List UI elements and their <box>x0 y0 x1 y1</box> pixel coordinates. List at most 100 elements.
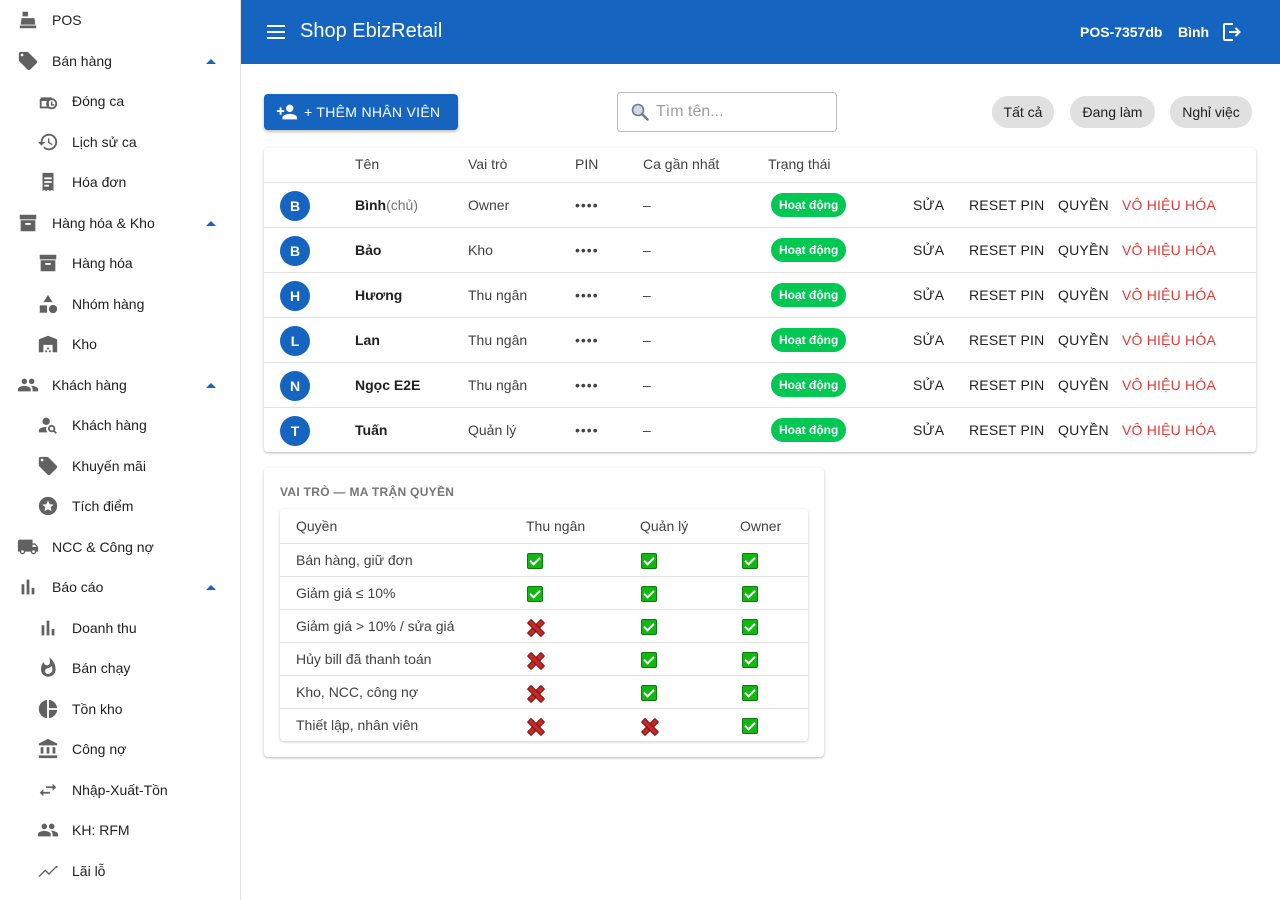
filter-chip-resigned[interactable]: Nghỉ việc <box>1170 96 1252 128</box>
sidebar: POS Bán hàng Đóng ca Lịch sử ca Hóa đơn Hàng … <box>0 0 241 900</box>
reset-pin-button[interactable]: RESET PIN <box>969 287 1045 303</box>
sidebar-item[interactable]: KH: RFM <box>0 810 240 850</box>
sidebar-item-label: Tồn kho <box>72 701 123 717</box>
person-add-icon <box>276 101 298 123</box>
people-icon <box>16 373 40 397</box>
owner-tag: (chủ) <box>386 197 419 213</box>
sidebar-item[interactable]: Khách hàng <box>0 365 240 405</box>
sidebar-item[interactable]: Công nợ <box>0 729 240 769</box>
edit-button[interactable]: SỬA <box>913 377 945 393</box>
sidebar-item[interactable]: Hàng hóa & Kho <box>0 203 240 243</box>
search-field[interactable] <box>617 92 837 132</box>
sidebar-item[interactable]: POS <box>0 0 240 40</box>
caret-up-icon[interactable] <box>206 382 216 388</box>
permissions-button[interactable]: QUYỀN <box>1058 422 1109 438</box>
permission-row: Bán hàng, giữ đơn <box>280 543 808 576</box>
employee-pin: •••• <box>575 332 599 348</box>
sidebar-item[interactable]: Nhóm hàng <box>0 284 240 324</box>
permissions-button[interactable]: QUYỀN <box>1058 332 1109 348</box>
caret-up-icon[interactable] <box>206 58 216 64</box>
cross-mark-icon <box>527 619 543 635</box>
avatar: L <box>280 326 310 356</box>
permissions-button[interactable]: QUYỀN <box>1058 242 1109 258</box>
reset-pin-button[interactable]: RESET PIN <box>969 197 1045 213</box>
disable-button[interactable]: VÔ HIỆU HÓA <box>1122 197 1216 213</box>
check-mark-icon <box>742 553 758 569</box>
filter-chip-all[interactable]: Tất cả <box>992 96 1054 128</box>
permission-row: Giảm giá ≤ 10% <box>280 576 808 609</box>
permission-label: Kho, NCC, công nợ <box>296 684 419 700</box>
column-header-pin: PIN <box>575 156 599 172</box>
reset-pin-button[interactable]: RESET PIN <box>969 242 1045 258</box>
caret-up-icon[interactable] <box>206 584 216 590</box>
warehouse-icon <box>36 332 60 356</box>
add-employee-button[interactable]: + THÊM NHÂN VIÊN <box>264 94 458 130</box>
disable-button[interactable]: VÔ HIỆU HÓA <box>1122 332 1216 348</box>
sidebar-item[interactable]: Lãi lỗ <box>0 851 240 891</box>
reset-pin-button[interactable]: RESET PIN <box>969 422 1045 438</box>
sidebar-item[interactable]: Đóng ca <box>0 81 240 121</box>
sidebar-item[interactable]: Tồn kho <box>0 689 240 729</box>
check-mark-icon <box>641 652 657 668</box>
person-search-icon <box>36 413 60 437</box>
disable-button[interactable]: VÔ HIỆU HÓA <box>1122 422 1216 438</box>
permissions-button[interactable]: QUYỀN <box>1058 197 1109 213</box>
sidebar-item[interactable]: Khách hàng <box>0 405 240 445</box>
bank-icon <box>36 737 60 761</box>
trending-icon <box>36 859 60 883</box>
status-badge: Hoạt động <box>771 283 847 307</box>
employee-role: Thu ngân <box>468 377 528 393</box>
permissions-button[interactable]: QUYỀN <box>1058 377 1109 393</box>
edit-button[interactable]: SỬA <box>913 332 945 348</box>
sidebar-item-label: NCC & Công nợ <box>52 539 154 555</box>
edit-button[interactable]: SỬA <box>913 422 945 438</box>
staff-table: Tên Vai trò PIN Ca gần nhất Trạng thái B… <box>264 148 1256 452</box>
pie-chart-icon <box>36 697 60 721</box>
sidebar-item[interactable]: Hàng hóa <box>0 243 240 283</box>
check-mark-icon <box>742 685 758 701</box>
permission-row: Giảm giá > 10% / sửa giá <box>280 609 808 642</box>
archive-icon <box>36 251 60 275</box>
filter-chip-working[interactable]: Đang làm <box>1070 96 1155 128</box>
column-header-role: Vai trò <box>468 156 508 172</box>
search-input[interactable] <box>656 101 826 123</box>
receipt-icon <box>36 170 60 194</box>
menu-icon[interactable] <box>265 20 287 44</box>
sidebar-item[interactable]: Kho <box>0 324 240 364</box>
sidebar-item[interactable]: Bán hàng <box>0 41 240 81</box>
reset-pin-button[interactable]: RESET PIN <box>969 377 1045 393</box>
permissions-button[interactable]: QUYỀN <box>1058 287 1109 303</box>
edit-button[interactable]: SỬA <box>913 287 945 303</box>
disable-button[interactable]: VÔ HIỆU HÓA <box>1122 242 1216 258</box>
logout-icon[interactable] <box>1220 20 1244 44</box>
swap-icon <box>36 778 60 802</box>
sidebar-item[interactable]: Bán chạy <box>0 648 240 688</box>
edit-button[interactable]: SỬA <box>913 197 945 213</box>
employee-name-text: Tuấn <box>355 422 388 438</box>
table-row: B Bình(chủ) Owner •••• – Hoạt động SỬA RESET PI… <box>264 182 1256 227</box>
sidebar-item[interactable]: Lịch sử ca <box>0 122 240 162</box>
permission-row: Kho, NCC, công nợ <box>280 675 808 708</box>
permission-label: Bán hàng, giữ đơn <box>296 552 413 568</box>
caret-up-icon[interactable] <box>206 220 216 226</box>
perm-header-permission: Quyền <box>296 518 338 534</box>
sidebar-item[interactable]: Khuyến mãi <box>0 446 240 486</box>
sidebar-item[interactable]: Hóa đơn <box>0 162 240 202</box>
status-badge: Hoạt động <box>771 373 847 397</box>
sidebar-item-label: Lãi lỗ <box>72 863 106 879</box>
sidebar-item[interactable]: Tích điểm <box>0 486 240 526</box>
status-badge: Hoạt động <box>771 193 847 217</box>
reset-pin-button[interactable]: RESET PIN <box>969 332 1045 348</box>
status-badge: Hoạt động <box>771 418 847 442</box>
fire-icon <box>36 656 60 680</box>
sidebar-item[interactable]: Doanh thu <box>0 608 240 648</box>
disable-button[interactable]: VÔ HIỆU HÓA <box>1122 287 1216 303</box>
sidebar-item[interactable]: NCC & Công nợ <box>0 527 240 567</box>
sidebar-item[interactable]: Báo cáo <box>0 567 240 607</box>
employee-pin: •••• <box>575 197 599 213</box>
sidebar-item[interactable]: Nhập-Xuất-Tồn <box>0 770 240 810</box>
cross-mark-icon <box>527 652 543 668</box>
edit-button[interactable]: SỬA <box>913 242 945 258</box>
disable-button[interactable]: VÔ HIỆU HÓA <box>1122 377 1216 393</box>
check-mark-icon <box>742 586 758 602</box>
